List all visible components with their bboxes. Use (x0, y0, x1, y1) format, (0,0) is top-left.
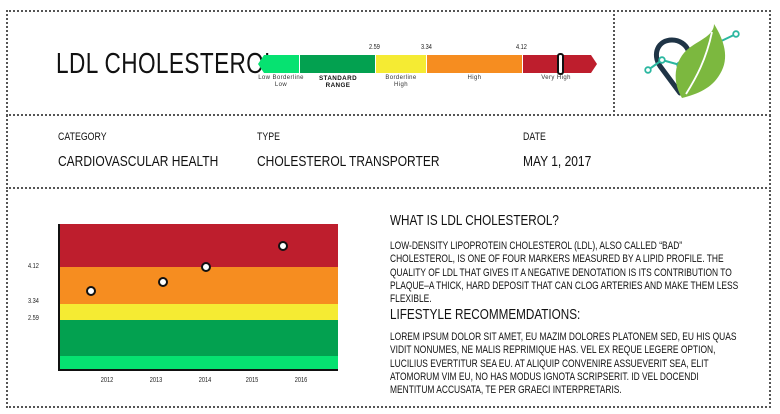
category-label: CATEGORY (58, 131, 107, 143)
logo-panel (613, 10, 771, 116)
y-tick-3-34: 3.34 (28, 298, 39, 305)
date-field: DATE MAY 1, 2017 (523, 131, 591, 170)
segment-standard (300, 55, 375, 73)
scale-right-arrow-icon (588, 55, 597, 73)
band-high (58, 267, 338, 304)
segment-label-very-high: Very High (541, 75, 571, 81)
band-borderline-high (58, 304, 338, 320)
type-value: CHOLESTEROL TRANSPORTER (257, 153, 440, 170)
details-panel (6, 187, 771, 408)
lifestyle-body: LOREM IPSUM DOLOR SIT AMET, EU MAZIM DOL… (390, 331, 737, 397)
segment-borderline-high (376, 55, 426, 73)
band-very-high (58, 224, 338, 267)
y-tick-4-12: 4.12 (28, 263, 39, 270)
category-field: CATEGORY CARDIOVASCULAR HEALTH (58, 131, 218, 170)
x-tick-2015: 2015 (245, 377, 259, 384)
lifestyle-heading: LIFESTYLE RECOMMEMDATIONS: (390, 306, 581, 323)
x-tick-2016: 2016 (294, 377, 308, 384)
type-field: TYPE CHOLESTEROL TRANSPORTER (257, 131, 439, 170)
x-tick-2013: 2013 (149, 377, 163, 384)
x-tick-2012: 2012 (100, 377, 114, 384)
segment-label-low: Low Borderline Low (258, 75, 304, 88)
what-is-body: LOW-DENSITY LIPOPROTEIN CHOLESTEROL (LDL… (390, 240, 739, 306)
data-point[interactable] (158, 277, 168, 287)
threshold-3-34: 3.34 (421, 44, 432, 51)
header-panel (6, 10, 615, 116)
meta-panel (6, 115, 771, 189)
range-scale-bar: 2.59 3.34 4.12 Low Borderline Low STANDA… (258, 44, 597, 89)
y-tick-2-59: 2.59 (28, 315, 39, 322)
data-point[interactable] (278, 241, 288, 251)
date-label: DATE (523, 131, 546, 143)
heart-leaf-logo-icon (644, 24, 740, 98)
type-label: TYPE (257, 131, 280, 143)
page-title: LDL CHOLESTEROL (56, 48, 278, 80)
date-value: MAY 1, 2017 (523, 153, 592, 170)
segment-low (269, 55, 299, 73)
category-value: CARDIOVASCULAR HEALTH (58, 153, 219, 170)
segment-label-high: High (467, 75, 482, 81)
segment-high (427, 55, 522, 73)
what-is-heading: WHAT IS LDL CHOLESTEROL? (390, 212, 559, 229)
segment-label-standard: STANDARD RANGE (318, 75, 358, 89)
threshold-4-12: 4.12 (516, 44, 527, 51)
band-low (58, 356, 338, 370)
x-axis (58, 369, 338, 371)
segment-very-high (523, 55, 589, 73)
data-point[interactable] (86, 286, 96, 296)
y-axis (58, 224, 60, 371)
segment-label-borderline-high: Borderline High (385, 75, 417, 88)
current-value-marker (557, 53, 564, 75)
data-point[interactable] (201, 262, 211, 272)
scale-left-arrow-icon (258, 55, 270, 73)
x-tick-2014: 2014 (198, 377, 212, 384)
threshold-2-59: 2.59 (369, 44, 380, 51)
band-standard (58, 320, 338, 356)
ldl-history-chart (58, 224, 338, 370)
